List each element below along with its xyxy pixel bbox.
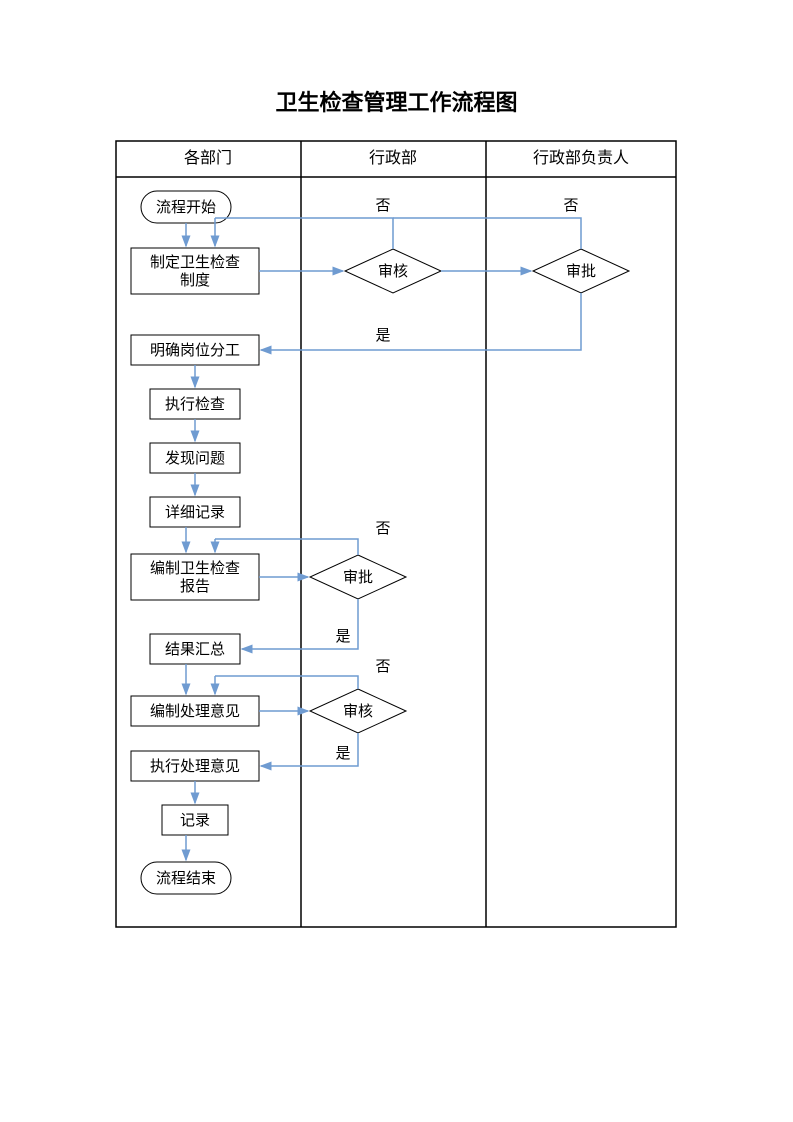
node-n9-label: 执行处理意见 (150, 757, 240, 775)
edge-d4-no-1 (215, 676, 358, 689)
node-n4-label: 发现问题 (165, 450, 225, 467)
node-end-label: 流程结束 (156, 870, 216, 887)
edge-d2-no (393, 218, 581, 249)
node-n1-label2: 制度 (180, 272, 210, 289)
flowchart-svg: 各部门 行政部 行政部负责人 流程开始 制定卫生检查 制度 明确岗位分工 执行检… (115, 140, 677, 930)
node-n6-label1: 编制卫生检查 (150, 560, 240, 577)
node-n1-label1: 制定卫生检查 (150, 254, 240, 271)
node-d3-label: 审批 (343, 569, 373, 586)
col-header-1: 各部门 (184, 149, 232, 167)
node-n5-label: 详细记录 (165, 504, 225, 521)
node-n2-label: 明确岗位分工 (150, 342, 240, 359)
label-d4-yes: 是 (335, 745, 350, 762)
node-start-label: 流程开始 (156, 199, 216, 216)
node-n10-label: 记录 (180, 812, 210, 829)
label-d1-no: 否 (375, 197, 390, 214)
edge-d2-yes (261, 293, 581, 350)
edge-d1-no-1 (215, 218, 393, 249)
label-d3-no: 否 (375, 520, 390, 537)
node-d1-label: 审核 (378, 263, 408, 280)
label-d3-yes: 是 (335, 628, 350, 645)
edge-d3-no-1 (215, 539, 358, 555)
label-d2-yes: 是 (375, 327, 390, 344)
node-n3-label: 执行检查 (165, 396, 225, 413)
node-n8-label: 编制处理意见 (150, 702, 240, 720)
col-header-3: 行政部负责人 (533, 149, 629, 167)
node-d2-label: 审批 (566, 263, 596, 280)
node-n7-label: 结果汇总 (165, 641, 225, 658)
label-d4-no: 否 (375, 658, 390, 675)
page: 卫生检查管理工作流程图 各部门 行政部 行政部负责人 流程开始 制定卫生检查 制… (0, 0, 793, 1122)
col-header-2: 行政部 (369, 149, 417, 167)
diagram-title: 卫生检查管理工作流程图 (0, 85, 793, 117)
node-n6-label2: 报告 (180, 578, 210, 595)
label-d2-no: 否 (563, 197, 578, 214)
node-d4-label: 审核 (343, 703, 373, 720)
